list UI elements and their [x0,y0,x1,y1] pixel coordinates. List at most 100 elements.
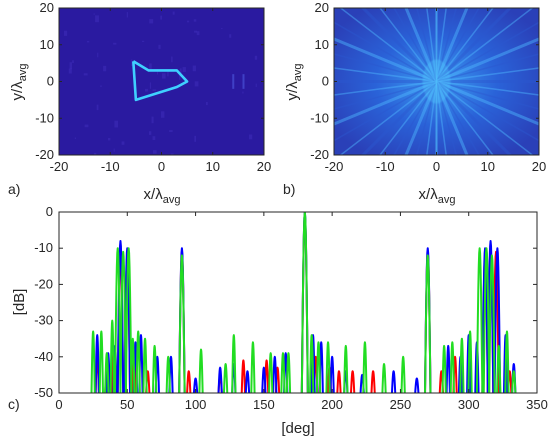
line-series-1-lobe [244,370,251,393]
line-series-1-lobe [272,355,278,393]
heatmap-a-speckle [229,34,232,38]
heatmap-a-speckle [169,130,173,132]
heatmap-a-speckle [179,68,182,75]
heatmap-a-speckle [97,52,99,58]
heatmap-a-speckle [254,55,258,60]
heatmap-a-speckle [103,65,107,72]
line-series-2-lobe [381,363,387,393]
heatmap-a-speckle [151,116,154,124]
line-series-2-lobe [124,247,133,393]
line-series-1-lobe [261,366,267,393]
line-series-0-lobe [370,370,376,393]
heatmap-a-speckle [196,31,200,36]
heatmap-a-speckle [249,134,253,140]
heatmap-b-y-tick-label: 20 [315,0,329,15]
heatmap-a-speckle [113,42,117,45]
panel-a-y-label: y/λavg [9,64,29,101]
heatmap-a-x-tick-label: 20 [257,159,271,174]
heatmap-a-speckle [95,15,99,23]
heatmap-a-y-tick-label: 20 [40,0,54,15]
line-series-2-lobe [441,344,447,393]
heatmap-a-speckle [161,111,165,118]
heatmap-a-speckle [113,148,115,152]
heatmap-b-texture [334,8,539,155]
line-series-1-lobe [217,366,223,393]
line-series-2-lobe [198,348,204,393]
line-series-2-lobe [222,363,229,393]
line-series-1-lobe [390,370,397,393]
heatmap-a-y-tick-label: 0 [47,74,54,89]
line-series-0-lobe [336,370,342,393]
heatmap-b-x-tick-label: 10 [481,159,495,174]
line-series-0-lobe [186,370,192,393]
heatmap-a-speckle [152,150,157,154]
line-series-1-lobe [481,247,489,393]
heatmap-a-speckle [194,135,197,142]
line-series-1-lobe [445,344,451,393]
heatmap-a-speckle [152,136,156,141]
heatmap-a-speckle [255,83,257,87]
line-series-2-lobe [231,334,237,393]
heatmap-a-speckle [158,44,161,49]
line-series-2-lobe [424,254,432,393]
heatmap-a-speckle [74,137,77,139]
line-chart-x-tick-label: 250 [390,397,412,412]
line-series-2-lobe [488,254,496,393]
line-chart-x-tick-label: 100 [185,397,207,412]
line-chart-series [90,212,517,393]
heatmap-a-speckle [64,30,68,36]
line-series-2-lobe [151,344,158,393]
heatmap-b-y-tick-label: -20 [310,147,329,162]
line-series-2-lobe [178,254,186,393]
heatmap-a-speckle [148,131,152,135]
line-series-2-lobe [482,247,491,393]
line-chart-y-label: [dB] [11,289,28,316]
line-chart-x-tick-label: 150 [253,397,275,412]
line-chart-y-tick-label: 0 [46,204,53,219]
heatmap-a-speckle [131,59,133,67]
panel-a-x-label: x/λavg [144,186,181,206]
line-series-2-lobe [400,355,406,393]
heatmap-a-speckle [205,101,208,106]
heatmap-a-x-tick-label: 0 [158,159,165,174]
line-chart-x-tick-label: 200 [321,397,343,412]
heatmap-a-speckle [193,19,197,22]
heatmap-a-speckle [84,124,89,128]
heatmap-a-speckle [83,73,88,76]
line-series-1-lobe [329,355,335,393]
heatmap-a-speckle [152,89,157,91]
line-series-2-lobe [119,250,127,393]
heatmap-a-speckle [144,88,148,92]
heatmap-b-y-tick-label: 10 [315,37,329,52]
heatmap-a-side-echo [232,74,235,89]
heatmap-a-speckle [186,20,190,23]
line-series-2-lobe [475,247,484,393]
heatmap-a-speckle [221,28,223,30]
heatmap-a-speckle [194,81,199,87]
heatmap-a-speckle [114,120,118,128]
line-series-2-lobe [362,341,368,393]
heatmap-a-speckle [194,30,198,33]
heatmap-a-speckle [126,12,128,18]
line-chart-x-label: [deg] [281,420,314,437]
heatmap-a-speckle [93,152,97,155]
line-series-2-lobe [467,330,473,393]
line-chart-y-tick-label: -20 [34,276,53,291]
line-series-2-lobe [165,355,171,393]
line-series-2-lobe [90,330,96,393]
heatmap-b-x-tick-label: -10 [376,159,395,174]
heatmap-a-speckle [100,85,102,87]
line-series-2-lobe [280,352,286,393]
panel-b-y-label: y/λavg [284,64,304,101]
heatmap-a-x-tick-label: -20 [50,159,69,174]
heatmap-a-y-tick-label: 10 [40,37,54,52]
line-series-2-lobe [285,352,292,393]
line-series-1-lobe [493,247,502,393]
line-series-0-lobe [240,359,247,393]
line-series-1-lobe [414,377,420,393]
heatmap-a-ticks: -20 -10 0 10 20 -20 -10 0 10 20 [35,0,271,174]
heatmap-a-speckle [96,104,99,111]
heatmap-a-x-tick-label: 10 [206,159,220,174]
line-series-2-lobe [268,352,274,393]
